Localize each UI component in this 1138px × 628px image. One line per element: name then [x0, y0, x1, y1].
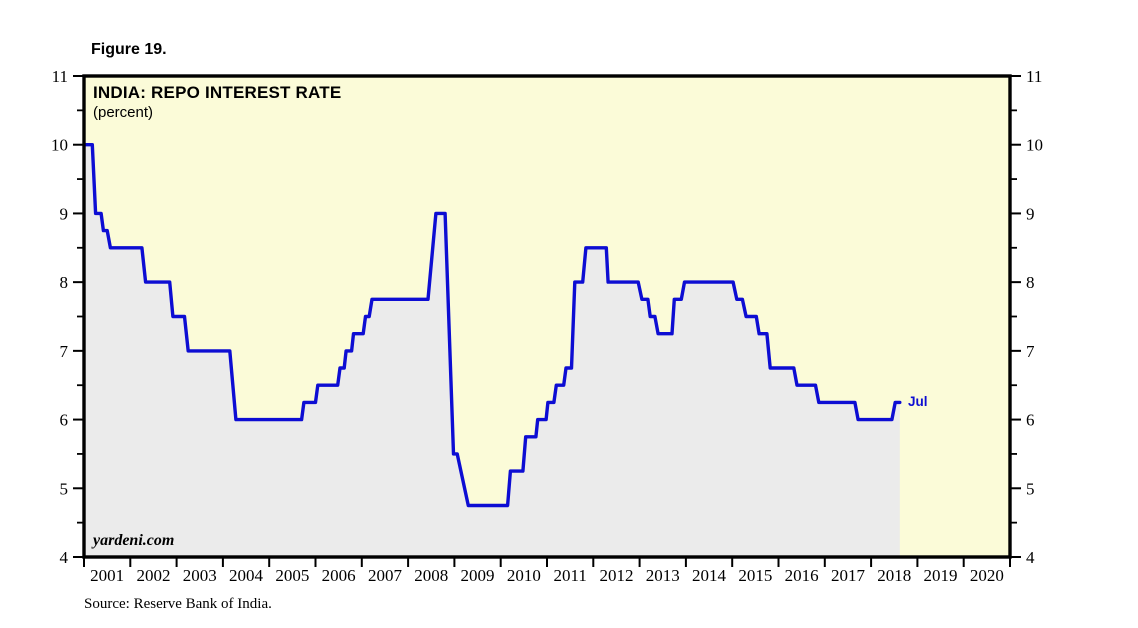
chart-subtitle: (percent) — [93, 104, 154, 121]
x-axis-year-label: 2015 — [738, 566, 772, 585]
area-under-line — [84, 144, 900, 557]
y-axis-label-right: 7 — [1026, 342, 1035, 361]
y-axis-label-left: 10 — [51, 136, 68, 155]
y-axis-label-left: 4 — [60, 548, 69, 567]
x-axis-year-label: 2017 — [831, 566, 866, 585]
x-axis-year-label: 2002 — [136, 566, 170, 585]
x-axis-year-label: 2006 — [322, 566, 356, 585]
y-axis-label-right: 10 — [1026, 136, 1043, 155]
y-axis-label-left: 11 — [52, 67, 68, 86]
x-axis-year-label: 2016 — [785, 566, 819, 585]
x-axis-year-label: 2007 — [368, 566, 403, 585]
x-axis-year-label: 2004 — [229, 566, 264, 585]
repo-rate-line — [82, 143, 902, 508]
x-axis-year-label: 2003 — [183, 566, 217, 585]
y-axis-label-left: 8 — [60, 273, 69, 292]
watermark-yardeni: yardeni.com — [93, 532, 175, 549]
x-axis-year-label: 2001 — [90, 566, 124, 585]
y-axis-label-left: 9 — [60, 204, 69, 223]
source-note: Source: Reserve Bank of India. — [84, 596, 272, 612]
y-axis-label-right: 6 — [1026, 411, 1035, 430]
x-axis-year-label: 2005 — [275, 566, 309, 585]
y-axis-label-left: 7 — [60, 342, 69, 361]
x-axis-year-label: 2020 — [970, 566, 1004, 585]
y-axis-label-left: 6 — [60, 411, 69, 430]
figure-label: Figure 19. — [91, 41, 167, 58]
x-axis-year-label: 2013 — [646, 566, 680, 585]
x-axis-year-label: 2012 — [599, 566, 633, 585]
y-axis-label-right: 9 — [1026, 204, 1035, 223]
x-axis-year-label: 2014 — [692, 566, 727, 585]
y-axis-label-left: 5 — [60, 479, 69, 498]
x-axis-year-label: 2011 — [553, 566, 586, 585]
y-axis-label-right: 5 — [1026, 479, 1035, 498]
x-axis-year-label: 2018 — [877, 566, 911, 585]
chart-title: INDIA: REPO INTEREST RATE — [93, 83, 342, 102]
x-axis-year-label: 2008 — [414, 566, 448, 585]
x-axis-year-label: 2019 — [924, 566, 958, 585]
y-axis-label-right: 4 — [1026, 548, 1035, 567]
y-axis-label-right: 11 — [1026, 67, 1042, 86]
x-axis-year-label: 2010 — [507, 566, 541, 585]
x-axis-year-label: 2009 — [461, 566, 495, 585]
last-point-label: Jul — [908, 394, 928, 409]
plot-border — [82, 74, 1012, 559]
y-axis-label-right: 8 — [1026, 273, 1035, 292]
